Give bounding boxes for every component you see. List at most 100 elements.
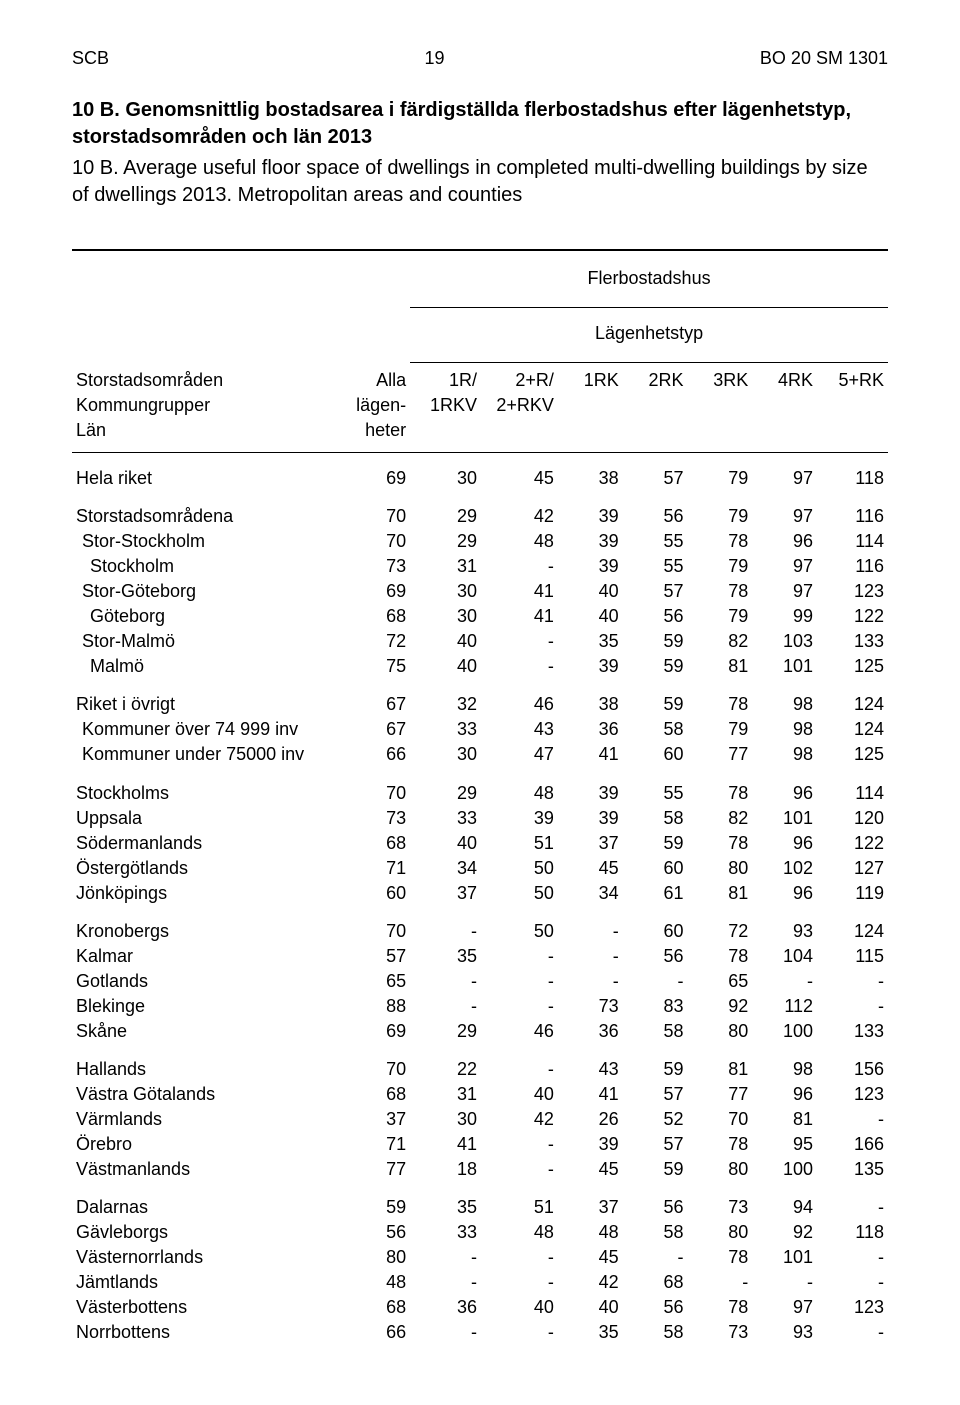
cell: 166 <box>817 1132 888 1157</box>
cell: 30 <box>410 579 481 604</box>
cell: 88 <box>335 994 410 1019</box>
cell: 77 <box>687 742 752 767</box>
cell: 48 <box>335 1270 410 1295</box>
table-row: Kommuner under 75000 inv6630474160779812… <box>72 742 888 767</box>
table-row: Östergötlands713450456080102127 <box>72 856 888 881</box>
cell: 57 <box>623 1132 688 1157</box>
cell: 59 <box>623 654 688 679</box>
cell: 120 <box>817 806 888 831</box>
row-label: Kronobergs <box>72 906 335 944</box>
cell: 119 <box>817 881 888 906</box>
cell: - <box>410 994 481 1019</box>
table-row: Västerbottens68364040567897123 <box>72 1295 888 1320</box>
cell: 75 <box>335 654 410 679</box>
row-label: Västernorrlands <box>72 1245 335 1270</box>
cell: 78 <box>687 579 752 604</box>
cell: 123 <box>817 579 888 604</box>
table-row: Storstadsområdena70294239567997116 <box>72 491 888 529</box>
cell: - <box>481 554 558 579</box>
cell: 79 <box>687 604 752 629</box>
cell: 39 <box>481 806 558 831</box>
cell: 78 <box>687 831 752 856</box>
table-row: Gävleborgs56334848588092118 <box>72 1220 888 1245</box>
cell: 97 <box>752 491 817 529</box>
cell: 133 <box>817 1019 888 1044</box>
cell: 82 <box>687 806 752 831</box>
row-label: Blekinge <box>72 994 335 1019</box>
cell: 78 <box>687 1245 752 1270</box>
cell: 48 <box>558 1220 623 1245</box>
cell: 118 <box>817 453 888 492</box>
cell: 123 <box>817 1295 888 1320</box>
cell: 34 <box>558 881 623 906</box>
row-label: Stor-Stockholm <box>72 529 335 554</box>
cell: 48 <box>481 1220 558 1245</box>
cell: 39 <box>558 529 623 554</box>
cell: 104 <box>752 944 817 969</box>
cell: 59 <box>335 1182 410 1220</box>
cell: 37 <box>558 1182 623 1220</box>
cell: 59 <box>623 1157 688 1182</box>
row-label: Skåne <box>72 1019 335 1044</box>
cell: 81 <box>687 881 752 906</box>
cell: 38 <box>558 453 623 492</box>
cell: - <box>410 906 481 944</box>
stub-line-1: Storstadsområden <box>72 363 335 394</box>
superheader-top: Flerbostadshus <box>410 253 888 291</box>
row-label: Kommuner under 75000 inv <box>72 742 335 767</box>
table-row: Västmanlands7718-455980100135 <box>72 1157 888 1182</box>
stub-line-3: Län <box>72 418 335 453</box>
page-header: SCB 19 BO 20 SM 1301 <box>72 48 888 69</box>
cell: 69 <box>335 1019 410 1044</box>
cell: 80 <box>687 1019 752 1044</box>
cell: 56 <box>335 1220 410 1245</box>
cell: 29 <box>410 529 481 554</box>
cell: 71 <box>335 1132 410 1157</box>
row-label: Stockholm <box>72 554 335 579</box>
cell: 66 <box>335 1320 410 1345</box>
cell: 59 <box>623 629 688 654</box>
cell: 102 <box>752 856 817 881</box>
row-label: Värmlands <box>72 1107 335 1132</box>
cell: - <box>410 1245 481 1270</box>
table-row: Stor-Göteborg69304140577897123 <box>72 579 888 604</box>
cell: 93 <box>752 906 817 944</box>
cell: 66 <box>335 742 410 767</box>
cell: 61 <box>623 881 688 906</box>
cell: 100 <box>752 1157 817 1182</box>
cell: 73 <box>335 554 410 579</box>
cell: 68 <box>335 604 410 629</box>
cell: 31 <box>410 554 481 579</box>
cell: 30 <box>410 1107 481 1132</box>
cell: 56 <box>623 491 688 529</box>
cell: 35 <box>558 629 623 654</box>
cell: 48 <box>481 529 558 554</box>
cell: 98 <box>752 717 817 742</box>
table-row: Dalarnas59355137567394- <box>72 1182 888 1220</box>
cell: 51 <box>481 831 558 856</box>
cell: 97 <box>752 554 817 579</box>
cell: 56 <box>623 944 688 969</box>
cell: 38 <box>558 679 623 717</box>
cell: - <box>817 1270 888 1295</box>
cell: 92 <box>752 1220 817 1245</box>
cell: 30 <box>410 742 481 767</box>
cell: 123 <box>817 1082 888 1107</box>
cell: 101 <box>752 806 817 831</box>
cell: 78 <box>687 944 752 969</box>
table-row: Uppsala733339395882101120 <box>72 806 888 831</box>
cell: 29 <box>410 491 481 529</box>
cell: 40 <box>558 579 623 604</box>
cell: 68 <box>623 1270 688 1295</box>
row-label: Gävleborgs <box>72 1220 335 1245</box>
cell: 33 <box>410 717 481 742</box>
row-label: Västra Götalands <box>72 1082 335 1107</box>
table-row: Kronobergs70-50-607293124 <box>72 906 888 944</box>
cell: 60 <box>335 881 410 906</box>
cell: 68 <box>335 1082 410 1107</box>
cell: 36 <box>558 717 623 742</box>
cell: 97 <box>752 1295 817 1320</box>
cell: 39 <box>558 554 623 579</box>
table-row: Stockholms70294839557896114 <box>72 768 888 806</box>
cell: 68 <box>335 831 410 856</box>
